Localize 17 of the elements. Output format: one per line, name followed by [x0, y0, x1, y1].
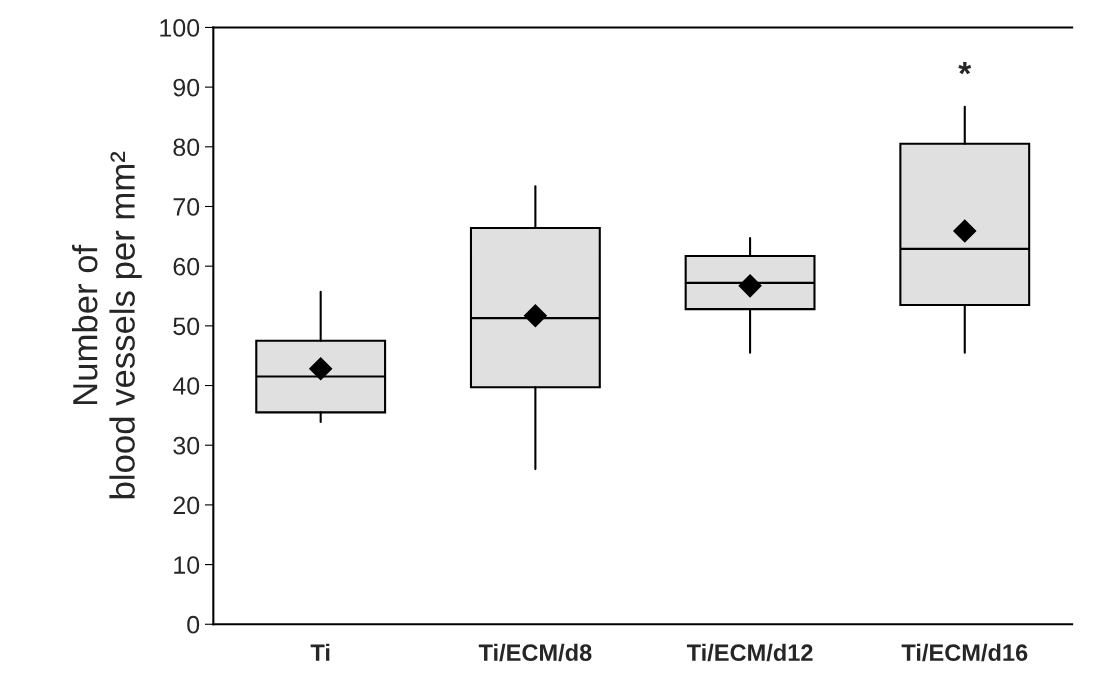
y-tick-label: 90	[173, 78, 200, 97]
x-tick-label: Ti/ECM/d8	[478, 643, 592, 662]
y-tick-label: 80	[173, 138, 200, 157]
y-tick-label: 60	[173, 257, 200, 276]
y-tick-label: 30	[173, 436, 200, 455]
annotation: *	[958, 61, 972, 75]
y-axis-title: Number of blood vessels per mm²	[71, 151, 142, 499]
x-tick-label: Ti/ECM/d12	[686, 643, 813, 662]
y-tick-label: 70	[173, 198, 200, 216]
y-tick-label: 40	[172, 377, 200, 395]
y-tick-label: 10	[174, 556, 200, 574]
y-tick-label: 0	[187, 615, 200, 634]
x-tick-label: Ti	[310, 643, 330, 661]
x-tick-label: Ti/ECM/d16	[901, 643, 1028, 662]
y-tick-label: 50	[173, 317, 200, 336]
y-tick-label: 100	[160, 19, 200, 37]
y-tick-label: 20	[173, 496, 200, 515]
